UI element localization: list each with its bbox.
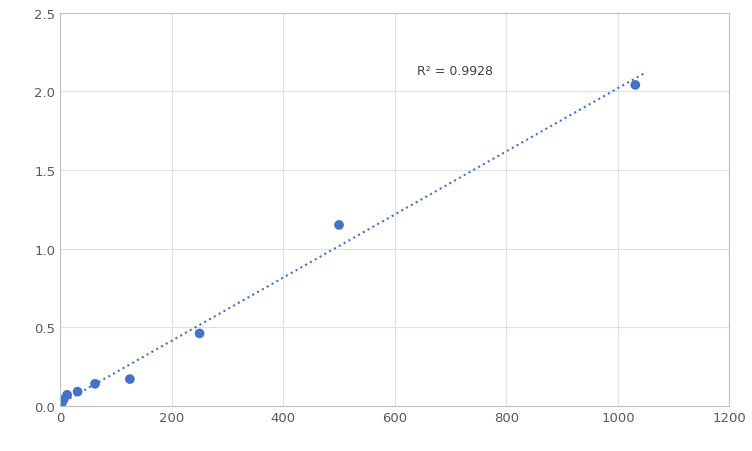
Point bbox=[56, 399, 68, 406]
Point bbox=[54, 402, 66, 410]
Point bbox=[333, 222, 345, 229]
Point bbox=[193, 330, 205, 337]
Text: R² = 0.9928: R² = 0.9928 bbox=[417, 65, 493, 78]
Point bbox=[58, 396, 70, 403]
Point bbox=[124, 376, 136, 383]
Point bbox=[629, 82, 641, 89]
Point bbox=[71, 388, 83, 396]
Point bbox=[61, 391, 73, 399]
Point bbox=[89, 380, 101, 387]
